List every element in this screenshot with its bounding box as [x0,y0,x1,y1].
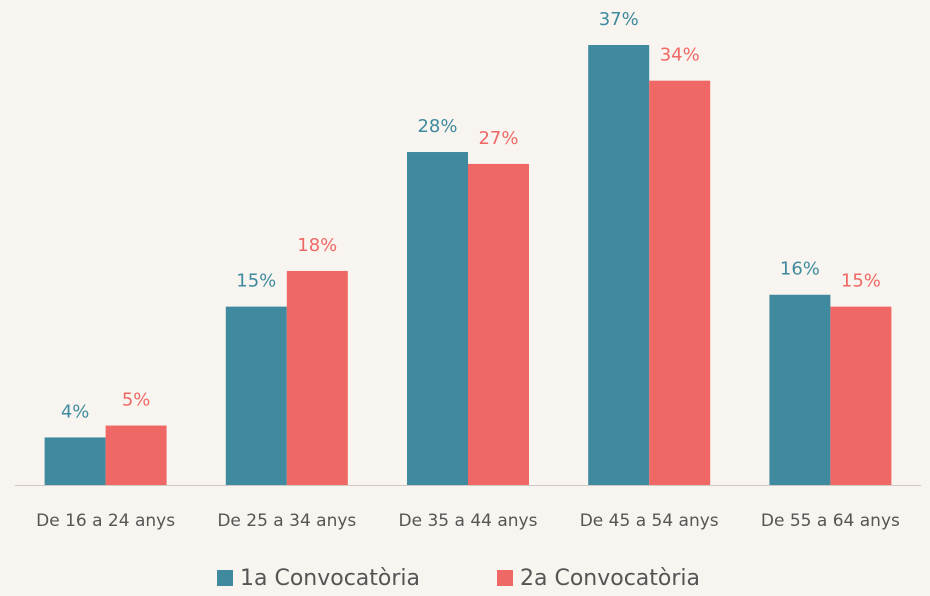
bar [407,152,468,485]
x-tick-label: De 55 a 64 anys [761,511,900,531]
bar [830,306,892,485]
x-tick-label: De 35 a 44 anys [399,511,538,531]
legend-swatch [217,570,233,586]
data-label: 28% [417,116,457,137]
data-label: 18% [297,235,337,256]
bar [468,163,529,485]
data-label: 15% [841,271,881,292]
bar [225,306,287,485]
x-tick-label: De 16 a 24 anys [36,511,175,531]
data-label: 4% [61,401,90,422]
legend-swatch [497,570,513,586]
legend-label: 2a Convocatòria [520,566,700,591]
data-label: 16% [780,259,820,280]
bar [105,425,167,485]
data-label: 15% [236,271,276,292]
data-label: 37% [599,9,639,30]
legend-label: 1a Convocatòria [240,566,420,591]
data-label: 34% [660,45,700,66]
data-label: 5% [122,390,151,411]
x-tick-label: De 45 a 54 anys [580,511,719,531]
bar [649,80,711,486]
data-label: 27% [478,128,518,149]
bar [588,45,650,485]
x-tick-label: De 25 a 34 anys [217,511,356,531]
bar [44,437,106,485]
bar [286,270,348,485]
bar [769,294,831,485]
